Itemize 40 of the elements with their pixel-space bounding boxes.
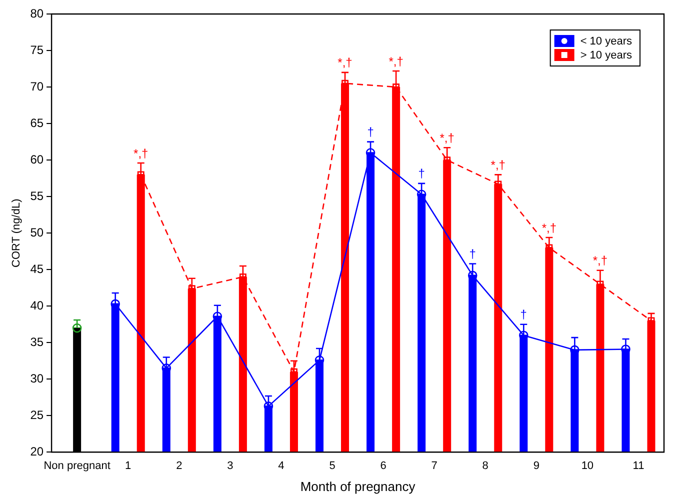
y-tick-label: 40: [30, 298, 44, 312]
x-tick-label: 2: [176, 460, 182, 472]
data-label: *,†: [542, 220, 557, 235]
data-label: *,†: [440, 130, 454, 145]
x-tick-label: 9: [533, 460, 540, 472]
y-tick-label: 55: [30, 188, 44, 203]
data-label: †: [418, 166, 425, 181]
y-axis-title: CORT (ng/dL): [10, 198, 23, 268]
y-tick-label: 50: [30, 225, 44, 240]
x-tick-label: 8: [482, 460, 488, 472]
legend-label: > 10 years: [580, 50, 632, 62]
y-tick-label: 20: [30, 444, 44, 459]
y-tick-label: 60: [30, 152, 44, 166]
x-tick-label: 10: [581, 460, 594, 472]
y-tick-label: 45: [30, 262, 44, 276]
x-tick-label: 5: [329, 460, 336, 472]
x-tick-label: 11: [632, 460, 644, 472]
y-tick-label: 25: [30, 408, 44, 422]
y-tick-label: 70: [30, 79, 44, 94]
x-axis-title: Month of pregnancy: [300, 478, 416, 494]
x-tick-label: 7: [431, 460, 438, 472]
data-label: *,†: [338, 56, 352, 70]
data-label: *,†: [592, 254, 608, 268]
x-tick-label: 6: [380, 460, 386, 472]
y-tick-label: 35: [30, 334, 44, 349]
y-tick-label: 75: [30, 42, 44, 57]
x-tick-label: 3: [227, 460, 234, 472]
legend-label: < 10 years: [580, 36, 632, 48]
data-label: *,†: [490, 158, 506, 172]
y-tick-label: 30: [30, 371, 44, 386]
data-label: †: [469, 247, 476, 262]
x-tick-label: Non pregnant: [44, 460, 110, 472]
x-tick-label: 1: [125, 460, 132, 472]
data-label: †: [367, 125, 374, 140]
y-tick-label: 80: [30, 6, 44, 20]
data-label: *,†: [134, 146, 148, 160]
data-label: †: [520, 308, 527, 322]
y-tick-label: 65: [30, 116, 44, 130]
x-tick-label: 4: [278, 460, 284, 472]
data-label: *,†: [388, 54, 404, 68]
